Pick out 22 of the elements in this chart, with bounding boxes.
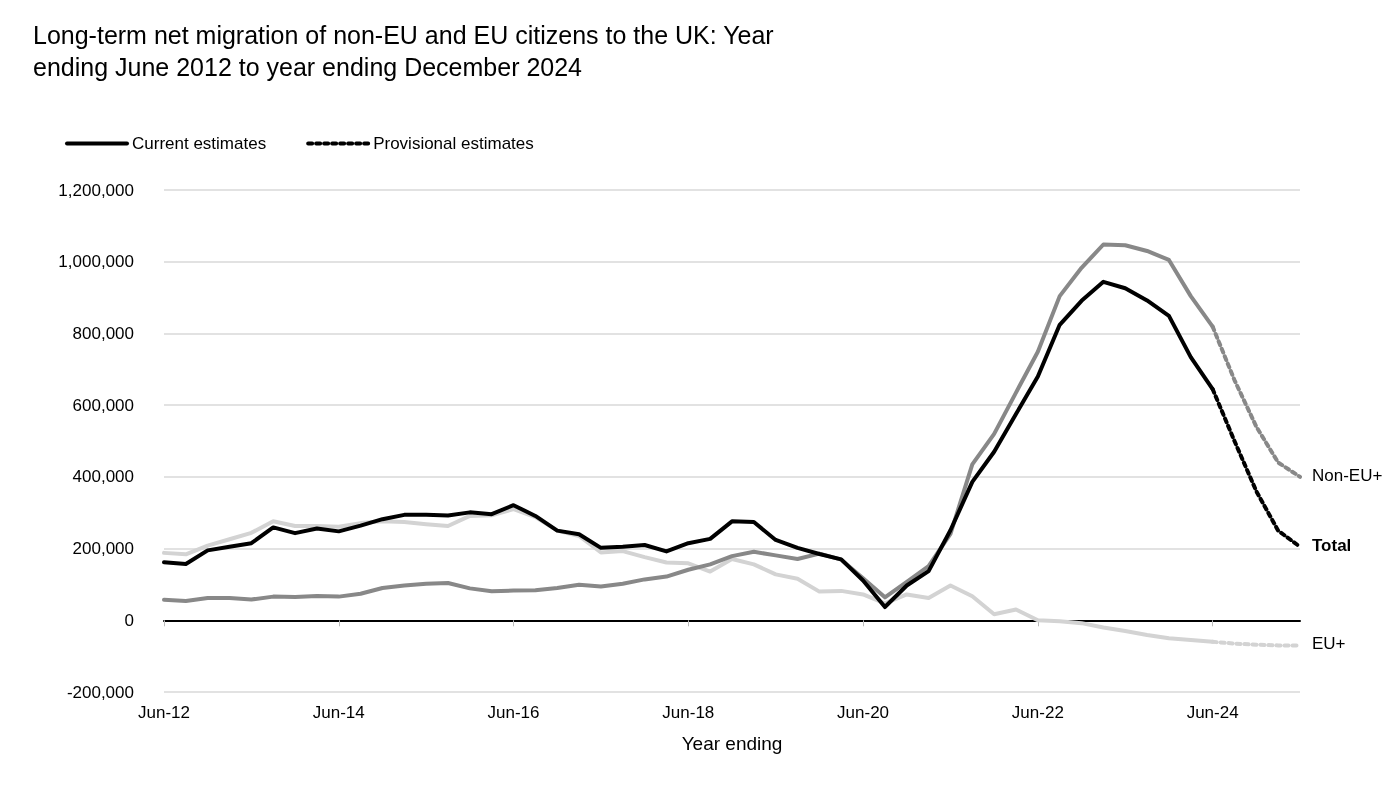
x-tick-label: Jun-12 — [138, 703, 190, 722]
y-tick-label: 1,200,000 — [58, 180, 134, 200]
y-tick-label: 400,000 — [72, 467, 134, 487]
legend-label: Provisional estimates — [373, 134, 534, 153]
y-tick-label: 600,000 — [72, 395, 134, 415]
y-tick-label: 200,000 — [72, 539, 134, 559]
x-tick-label: Jun-16 — [487, 703, 540, 722]
text: Non-EU+ — [1312, 465, 1383, 485]
x-tick-label: Jun-20 — [837, 703, 890, 722]
y-tick-label: 0 — [124, 610, 134, 630]
legend-label: Current estimates — [132, 134, 267, 153]
x-tick-label: Jun-18 — [662, 703, 715, 722]
x-axis-title: Year ending — [681, 733, 783, 754]
y-tick-label: -200,000 — [66, 682, 134, 702]
x-tick-label: Jun-14 — [312, 703, 365, 722]
x-tick-label: Jun-24 — [1186, 703, 1239, 722]
chart-title: Long-term net migration of non-EU and EU citizens to the UK: Year ending June 2012 to year ending December 2024 — [33, 21, 781, 81]
x-tick-label: Jun-22 — [1011, 703, 1064, 722]
text: EU+ — [1312, 634, 1346, 654]
y-tick-label: 1,000,000 — [58, 252, 134, 272]
text: Total — [1312, 535, 1352, 555]
y-tick-label: 800,000 — [72, 323, 134, 343]
